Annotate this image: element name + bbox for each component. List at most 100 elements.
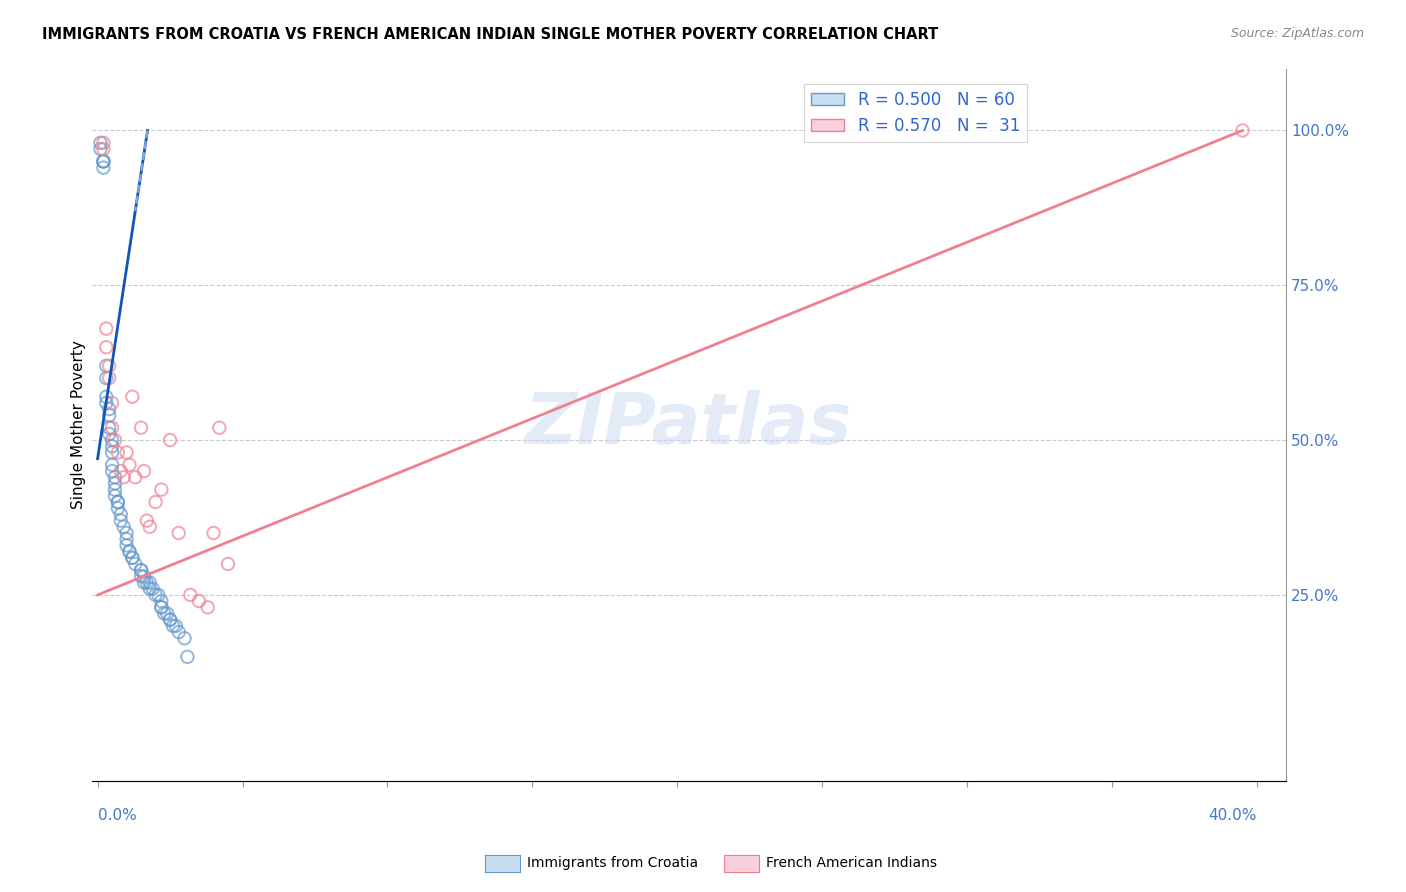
Point — [101, 396, 124, 410]
Point — [197, 600, 219, 615]
Point — [104, 483, 127, 497]
Point — [202, 526, 225, 541]
Point — [101, 439, 124, 453]
Point — [101, 464, 124, 478]
Point — [124, 557, 146, 571]
Point — [121, 550, 143, 565]
Point — [98, 371, 121, 385]
Point — [139, 520, 162, 534]
Point — [118, 544, 141, 558]
Point — [98, 359, 121, 373]
Text: 40.0%: 40.0% — [1209, 808, 1257, 823]
Point — [167, 625, 190, 640]
Point — [93, 142, 115, 156]
Point — [96, 321, 118, 335]
Point — [115, 526, 138, 541]
Point — [167, 526, 190, 541]
Point — [145, 495, 167, 509]
Point — [150, 483, 173, 497]
Point — [101, 433, 124, 447]
Point — [93, 161, 115, 175]
Point — [176, 649, 198, 664]
Point — [115, 532, 138, 546]
Point — [104, 470, 127, 484]
Point — [1232, 123, 1254, 137]
Point — [93, 154, 115, 169]
Point — [162, 619, 184, 633]
Point — [96, 359, 118, 373]
Point — [188, 594, 211, 608]
Point — [159, 433, 181, 447]
Point — [98, 420, 121, 434]
Point — [110, 514, 132, 528]
Point — [110, 508, 132, 522]
Point — [129, 563, 152, 577]
Point — [98, 409, 121, 423]
Point — [89, 136, 111, 150]
Point — [156, 607, 179, 621]
Point — [115, 538, 138, 552]
Point — [139, 575, 162, 590]
Point — [173, 632, 195, 646]
Point — [145, 588, 167, 602]
Point — [124, 470, 146, 484]
Point — [118, 544, 141, 558]
Point — [153, 607, 176, 621]
Point — [159, 613, 181, 627]
Point — [112, 520, 135, 534]
Point — [101, 420, 124, 434]
Point — [96, 371, 118, 385]
Point — [150, 600, 173, 615]
Point — [98, 402, 121, 417]
Point — [142, 582, 165, 596]
Point — [107, 445, 129, 459]
Point — [179, 588, 201, 602]
Point — [129, 420, 152, 434]
Point — [132, 569, 155, 583]
Point — [107, 495, 129, 509]
Point — [96, 390, 118, 404]
Point — [129, 569, 152, 583]
Point — [104, 489, 127, 503]
Point — [110, 464, 132, 478]
Point — [135, 575, 157, 590]
Point — [96, 396, 118, 410]
Text: Immigrants from Croatia: Immigrants from Croatia — [527, 856, 699, 871]
Y-axis label: Single Mother Poverty: Single Mother Poverty — [72, 340, 86, 509]
Text: French American Indians: French American Indians — [766, 856, 938, 871]
Text: IMMIGRANTS FROM CROATIA VS FRENCH AMERICAN INDIAN SINGLE MOTHER POVERTY CORRELAT: IMMIGRANTS FROM CROATIA VS FRENCH AMERIC… — [42, 27, 938, 42]
Point — [132, 464, 155, 478]
Point — [150, 600, 173, 615]
Point — [112, 470, 135, 484]
Point — [107, 495, 129, 509]
Point — [104, 476, 127, 491]
Point — [96, 340, 118, 354]
Point — [150, 594, 173, 608]
Point — [107, 501, 129, 516]
Point — [89, 142, 111, 156]
Point — [98, 426, 121, 441]
Point — [121, 390, 143, 404]
Point — [132, 575, 155, 590]
Point — [208, 420, 231, 434]
Point — [93, 154, 115, 169]
Text: ZIPatlas: ZIPatlas — [526, 390, 852, 459]
Point — [93, 136, 115, 150]
Point — [101, 445, 124, 459]
Point — [118, 458, 141, 472]
Point — [129, 563, 152, 577]
Text: 0.0%: 0.0% — [97, 808, 136, 823]
Point — [93, 154, 115, 169]
Text: Source: ZipAtlas.com: Source: ZipAtlas.com — [1230, 27, 1364, 40]
Point — [135, 514, 157, 528]
Point — [104, 433, 127, 447]
Point — [139, 582, 162, 596]
Legend: R = 0.500   N = 60, R = 0.570   N =  31: R = 0.500 N = 60, R = 0.570 N = 31 — [804, 84, 1026, 142]
Point — [165, 619, 187, 633]
Point — [121, 550, 143, 565]
Point — [159, 613, 181, 627]
Point — [217, 557, 239, 571]
Point — [101, 458, 124, 472]
Point — [148, 588, 170, 602]
Point — [115, 445, 138, 459]
